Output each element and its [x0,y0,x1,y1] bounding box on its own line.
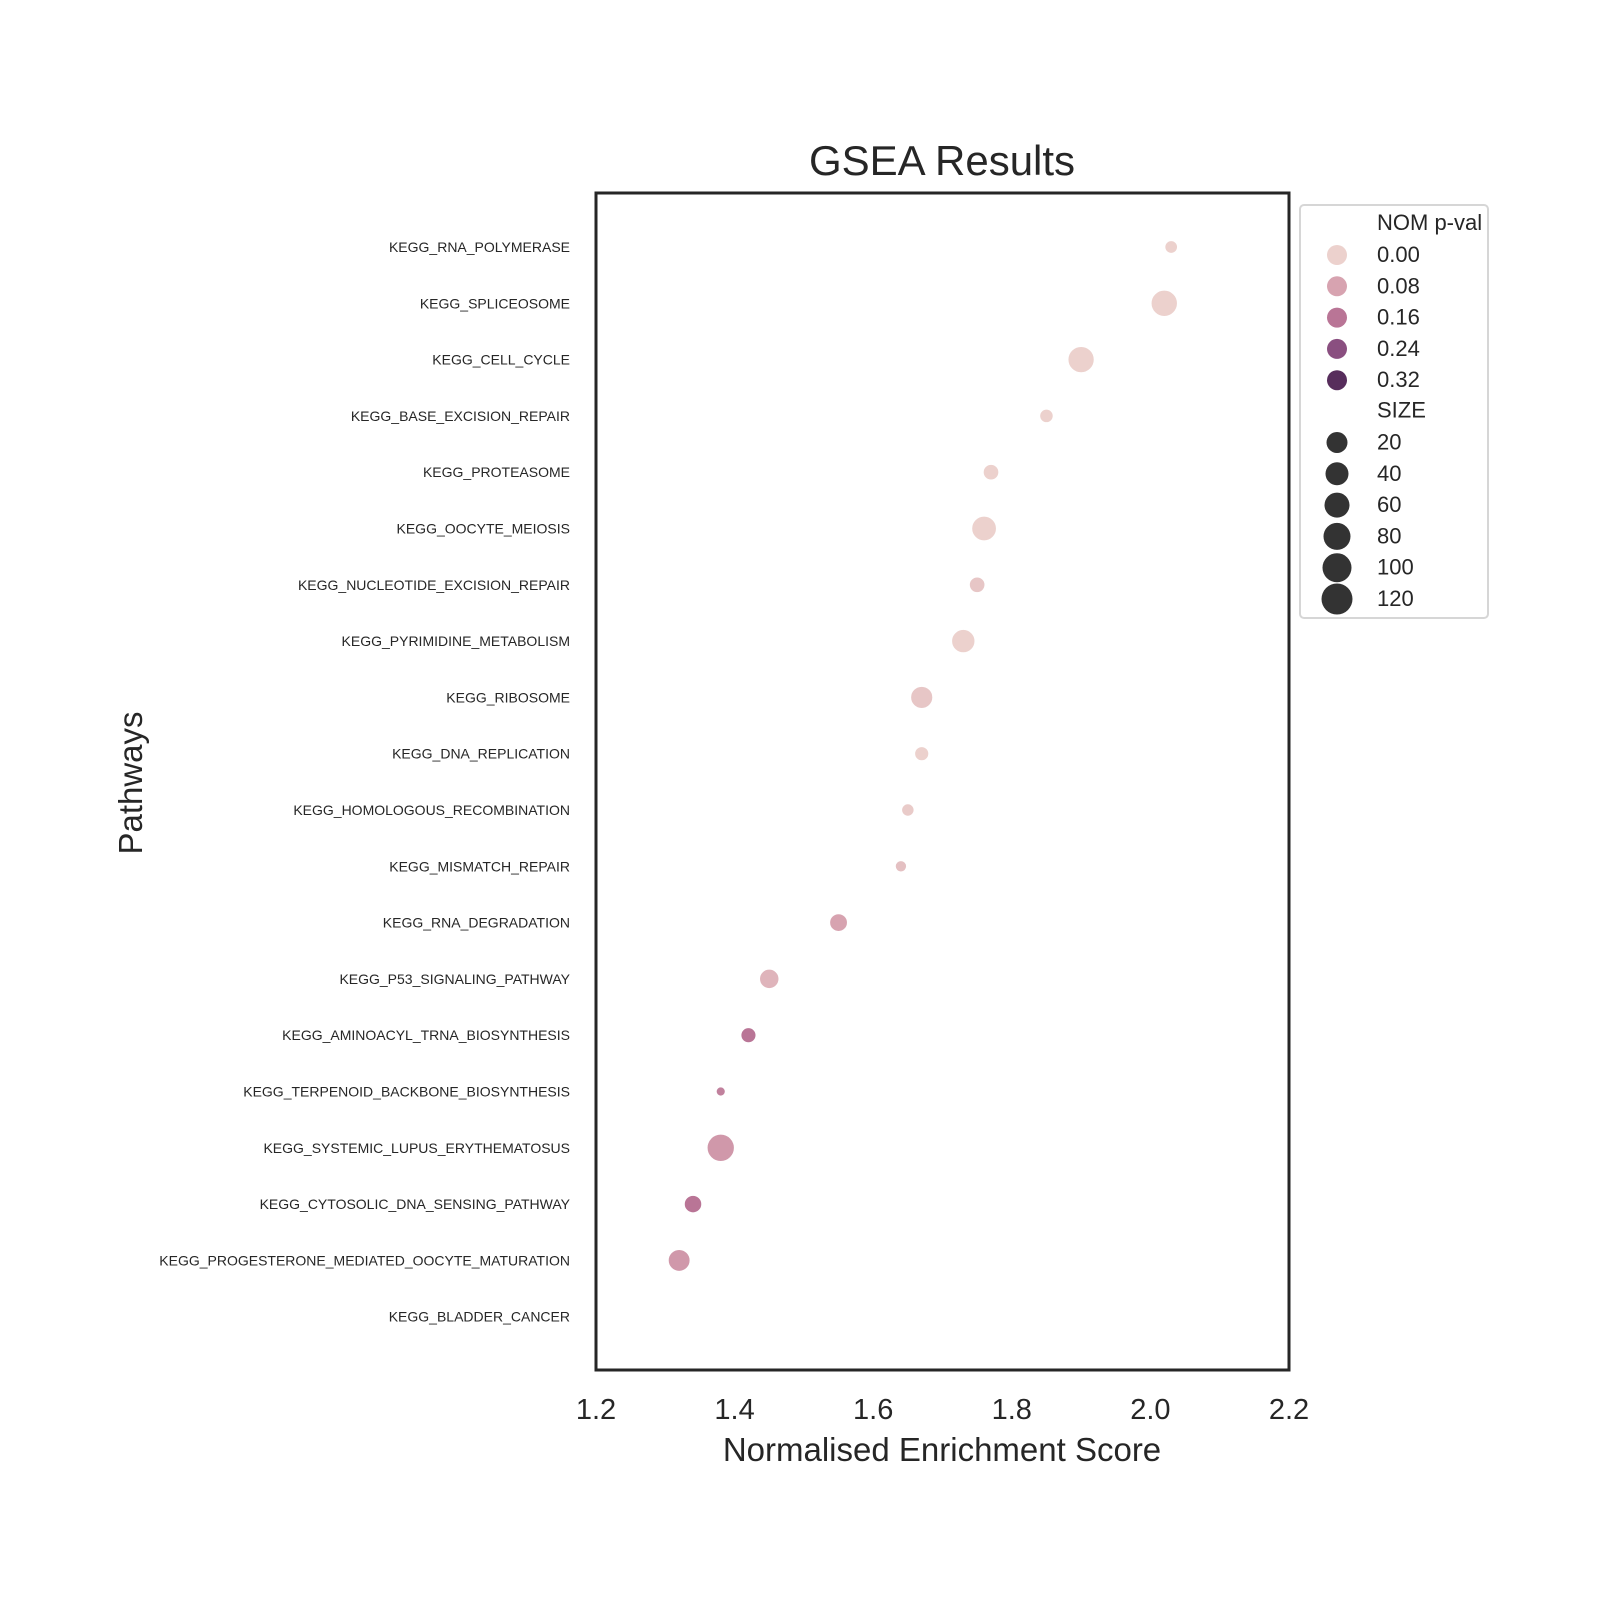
legend-size-label: 60 [1377,492,1401,517]
y-tick-label: KEGG_NUCLEOTIDE_EXCISION_REPAIR [298,577,570,593]
y-tick-label: KEGG_PROTEASOME [423,464,570,480]
y-tick-label: KEGG_RNA_POLYMERASE [389,239,570,255]
legend-size-label: 20 [1377,430,1401,455]
y-tick-label: KEGG_TERPENOID_BACKBONE_BIOSYNTHESIS [243,1084,570,1100]
legend-hue-marker [1327,276,1347,297]
y-tick-label: KEGG_SPLICEOSOME [420,295,570,311]
y-tick-label: KEGG_P53_SIGNALING_PATHWAY [339,971,570,987]
y-tick-label: KEGG_PYRIMIDINE_METABOLISM [342,633,570,649]
y-tick-label: KEGG_SYSTEMIC_LUPUS_ERYTHEMATOSUS [263,1140,570,1156]
legend-entries: NOM p-val 0.00 0.08 0.16 0.24 0.32 SIZE 20 40 60 8… [1321,210,1482,615]
data-point [982,463,1000,481]
chart-title: GSEA Results [809,137,1075,184]
legend: NOM p-val 0.00 0.08 0.16 0.24 0.32 SIZE 20 40 60 8… [1299,204,1489,619]
data-point [1067,345,1095,374]
y-tick-label: KEGG_AMINOACYL_TRNA_BIOSYNTHESIS [282,1027,570,1043]
legend-hue-label: 0.08 [1377,273,1420,298]
x-axis-label: Normalised Enrichment Score [723,1431,1161,1468]
y-axis-label: Pathways [112,711,149,854]
data-point [968,576,986,594]
pathway-labels: KEGG_RNA_POLYMERASE KEGG_SPLICEOSOME KEGG_… [159,239,570,1325]
legend-size-marker [1323,522,1351,550]
legend-hue-label: 0.16 [1377,305,1420,330]
x-axis-ticks: 1.2 1.4 1.6 1.8 2.0 2.2 [576,1394,1309,1426]
y-tick-label: KEGG_OOCYTE_MEIOSIS [397,521,571,537]
legend-size-marker [1321,583,1353,615]
data-point [715,1086,726,1097]
y-tick-label: KEGG_HOMOLOGOUS_RECOMBINATION [293,802,570,818]
data-point [1164,240,1179,254]
x-tick-label: 1.6 [853,1394,893,1426]
data-point [1150,289,1178,317]
y-tick-label: KEGG_PROGESTERONE_MEDIATED_OOCYTE_MATURA… [159,1252,570,1268]
x-tick-label: 2.0 [1130,1394,1170,1426]
data-point [759,968,780,990]
data-point [901,803,915,817]
legend-hue-label: 0.32 [1377,367,1420,392]
y-tick-label: KEGG_MISMATCH_REPAIR [389,858,570,874]
legend-hue-title: NOM p-val [1377,210,1482,235]
y-tick-label: KEGG_CYTOSOLIC_DNA_SENSING_PATHWAY [260,1196,571,1212]
data-point [667,1248,691,1272]
legend-size-marker [1325,462,1349,486]
data-point [894,860,908,873]
legend-size-title: SIZE [1377,398,1426,423]
legend-size-marker [1322,553,1352,583]
x-tick-label: 1.4 [714,1394,754,1426]
legend-hue-label: 0.24 [1377,336,1420,361]
data-point [683,1194,703,1214]
data-point [1039,408,1054,424]
plot-frame [594,191,1291,1372]
legend-hue-marker [1327,307,1347,328]
legend-hue-marker [1327,338,1347,359]
data-point [914,746,930,762]
y-tick-label: KEGG_BASE_EXCISION_REPAIR [351,408,570,424]
legend-box [1299,204,1489,619]
data-point [829,913,848,933]
legend-size-marker [1326,432,1348,453]
data-points [667,240,1179,1272]
data-point [740,1027,757,1044]
x-tick-label: 1.2 [576,1394,616,1426]
data-point [971,515,997,542]
x-tick-label: 2.2 [1269,1394,1309,1426]
legend-size-label: 40 [1377,461,1401,486]
data-point [951,628,976,654]
legend-hue-marker [1327,370,1347,391]
y-tick-label: KEGG_BLADDER_CANCER [389,1309,570,1325]
legend-size-label: 80 [1377,523,1401,548]
y-tick-label: KEGG_CELL_CYCLE [432,352,570,368]
legend-size-label: 120 [1377,586,1414,611]
data-point [706,1133,735,1162]
y-tick-label: KEGG_DNA_REPLICATION [392,746,570,762]
legend-size-label: 100 [1377,555,1414,580]
legend-hue-marker [1327,245,1347,265]
y-tick-label: KEGG_RNA_DEGRADATION [383,915,570,931]
x-tick-label: 1.8 [992,1394,1032,1426]
y-tick-label: KEGG_RIBOSOME [446,689,570,705]
legend-size-marker [1324,492,1350,518]
data-point [910,685,934,709]
legend-hue-label: 0.00 [1377,242,1420,267]
